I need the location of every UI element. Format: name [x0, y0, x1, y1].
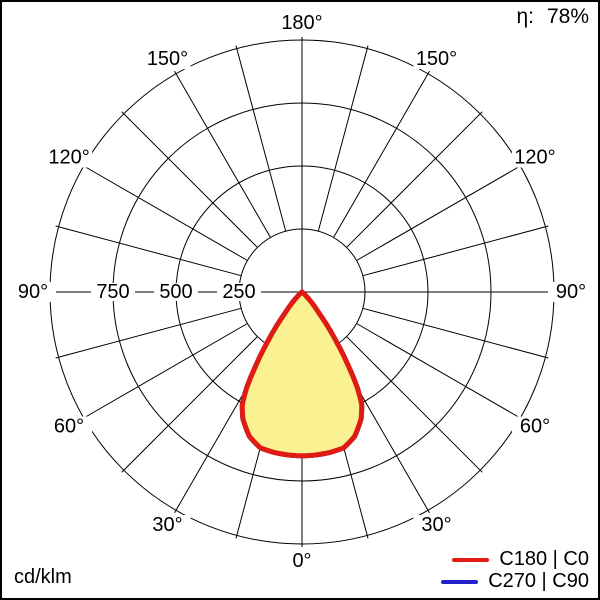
angle-label: 90° — [556, 281, 586, 303]
grid-spoke — [356, 323, 524, 420]
angle-label-bg — [10, 282, 56, 302]
angle-label-bg — [413, 514, 460, 535]
grid-spoke — [80, 323, 248, 420]
radial-tick-label: 500 — [159, 281, 192, 303]
grid-spoke — [317, 45, 369, 232]
grid-spoke — [80, 164, 248, 261]
angle-label-bg — [413, 49, 460, 70]
angle-label: 30° — [421, 514, 451, 536]
grid-spoke — [346, 111, 483, 248]
grid-spoke — [346, 336, 483, 473]
radial-tick-label-bg — [154, 283, 198, 301]
legend-row-c0: C180 | C0 — [441, 548, 589, 570]
angle-label-bg — [46, 416, 93, 437]
radial-tick-label-bg — [217, 283, 261, 301]
efficiency-value: 78% — [546, 5, 589, 28]
c90-line-swatch — [441, 579, 479, 584]
angle-label-bg — [279, 551, 325, 571]
grid-spoke — [121, 111, 258, 248]
intensity-curve-c180-c0 — [239, 289, 365, 459]
angle-label: 30° — [152, 514, 182, 536]
c0-line-swatch — [452, 557, 490, 562]
grid-spoke — [174, 70, 271, 238]
legend-row-c90: C270 | C90 — [441, 570, 589, 592]
angle-label-bg — [279, 13, 325, 33]
radial-tick-label: 250 — [222, 281, 255, 303]
angle-label: 90° — [18, 281, 48, 303]
angle-label: 150° — [416, 48, 457, 70]
angle-label-bg — [144, 49, 191, 70]
unit-label: cd/klm — [14, 566, 72, 588]
legend-label-c0: C180 | C0 — [499, 548, 589, 570]
angle-label-bg — [511, 416, 558, 437]
angle-label-bg — [548, 282, 594, 302]
angle-label: 180° — [281, 12, 322, 34]
angle-label: 150° — [147, 48, 188, 70]
angle-label: 60° — [520, 416, 550, 438]
grid-spoke — [55, 225, 242, 277]
legend-label-c90: C270 | C90 — [488, 570, 589, 592]
angle-label-bg — [144, 514, 191, 535]
grid-spoke — [333, 70, 430, 238]
legend: C180 | C0 C270 | C90 — [441, 548, 589, 592]
grid-spoke — [362, 307, 549, 359]
grid-spoke — [121, 336, 258, 473]
angle-label-bg — [511, 147, 558, 168]
grid-spoke — [362, 225, 549, 277]
angle-label: 0° — [292, 550, 311, 572]
angle-label: 120° — [48, 147, 89, 169]
angle-label-bg — [46, 147, 93, 168]
radial-tick-label: 750 — [96, 281, 129, 303]
angle-label: 120° — [514, 147, 555, 169]
grid-spoke — [235, 45, 287, 232]
eta-symbol: η: — [516, 5, 534, 28]
angle-label: 60° — [54, 416, 84, 438]
grid-spoke — [55, 307, 242, 359]
efficiency-readout: η: 78% — [516, 5, 589, 29]
grid-spoke — [356, 164, 524, 261]
radial-tick-label-bg — [91, 283, 135, 301]
